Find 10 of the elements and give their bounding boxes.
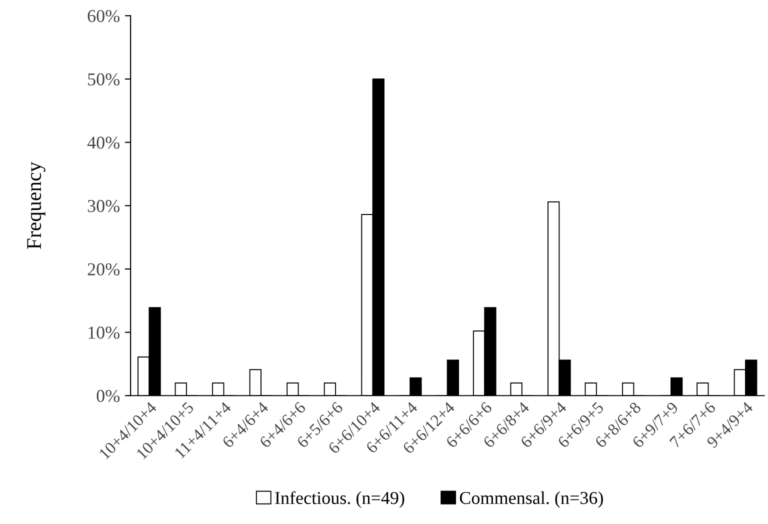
y-axis-title: Frequency: [27, 162, 46, 250]
y-tick-label: 60%: [88, 10, 120, 22]
y-tick-label: 50%: [88, 73, 120, 86]
legend-label: Commensal. (n=36): [460, 491, 603, 508]
y-tick-label: 30%: [88, 200, 120, 212]
y-tick-label: 40%: [87, 136, 120, 149]
legend-label: Infectious. (n=49): [275, 491, 404, 508]
y-tick-label: 0%: [96, 390, 120, 402]
y-tick-label: 10%: [88, 326, 120, 339]
y-tick-label: 20%: [88, 263, 120, 276]
